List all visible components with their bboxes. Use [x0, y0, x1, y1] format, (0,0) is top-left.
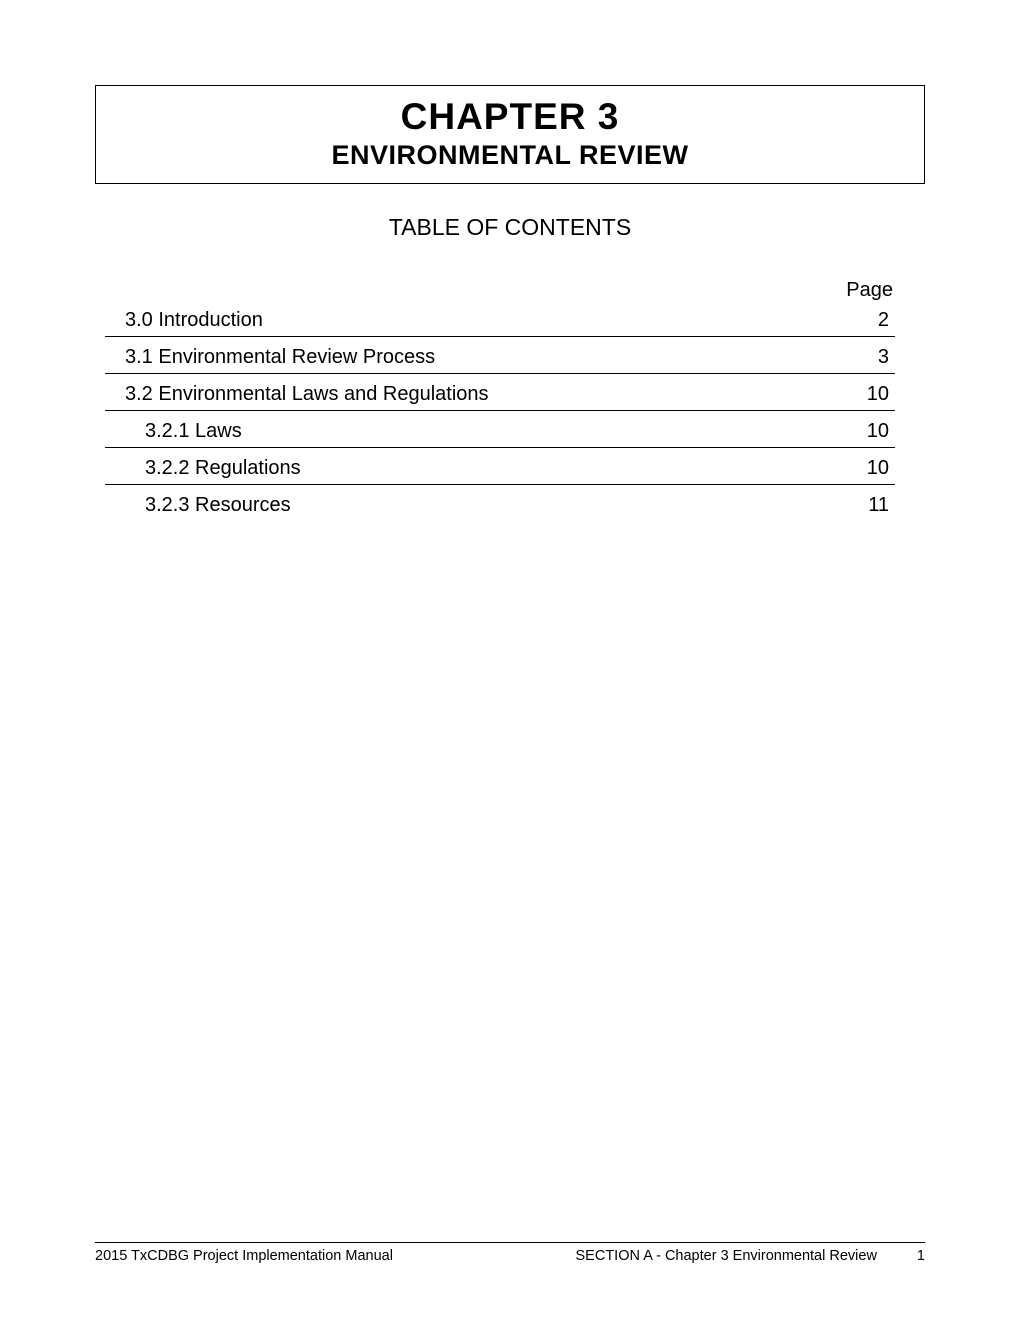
toc-entry-label: 3.0 Introduction [105, 306, 263, 336]
toc-entry-label: 3.2.1 Laws [105, 417, 242, 447]
toc-entry-page: 3 [878, 343, 895, 373]
toc-entry-page: 10 [867, 454, 895, 484]
chapter-header-box: CHAPTER 3 ENVIRONMENTAL REVIEW [95, 85, 925, 184]
footer-left-text: 2015 TxCDBG Project Implementation Manua… [95, 1248, 393, 1264]
toc-entry-label: 3.2 Environmental Laws and Regulations [105, 380, 489, 410]
toc-entry-label: 3.2.2 Regulations [105, 454, 301, 484]
footer-right-group: SECTION A - Chapter 3 Environmental Revi… [576, 1248, 925, 1264]
footer-center-text: SECTION A - Chapter 3 Environmental Revi… [576, 1248, 877, 1264]
toc-container: Page 3.0 Introduction 2 3.1 Environmenta… [95, 279, 925, 521]
chapter-title: ENVIRONMENTAL REVIEW [96, 140, 924, 171]
toc-entry: 3.2.1 Laws 10 [105, 417, 895, 448]
chapter-number: CHAPTER 3 [96, 96, 924, 138]
toc-entry-page: 10 [867, 417, 895, 447]
page-footer: 2015 TxCDBG Project Implementation Manua… [95, 1242, 925, 1264]
toc-entry: 3.0 Introduction 2 [105, 306, 895, 337]
toc-entry-page: 11 [868, 491, 895, 521]
toc-entry-page: 10 [867, 380, 895, 410]
toc-entry: 3.1 Environmental Review Process 3 [105, 343, 895, 374]
toc-entry-label: 3.2.3 Resources [105, 491, 291, 521]
footer-page-number: 1 [917, 1248, 925, 1264]
toc-entry-label: 3.1 Environmental Review Process [105, 343, 435, 373]
toc-page-column-label: Page [105, 279, 895, 302]
toc-entry: 3.2.2 Regulations 10 [105, 454, 895, 485]
toc-entry-page: 2 [878, 306, 895, 336]
toc-entry: 3.2 Environmental Laws and Regulations 1… [105, 380, 895, 411]
toc-heading: TABLE OF CONTENTS [95, 214, 925, 241]
toc-entry: 3.2.3 Resources 11 [105, 491, 895, 521]
